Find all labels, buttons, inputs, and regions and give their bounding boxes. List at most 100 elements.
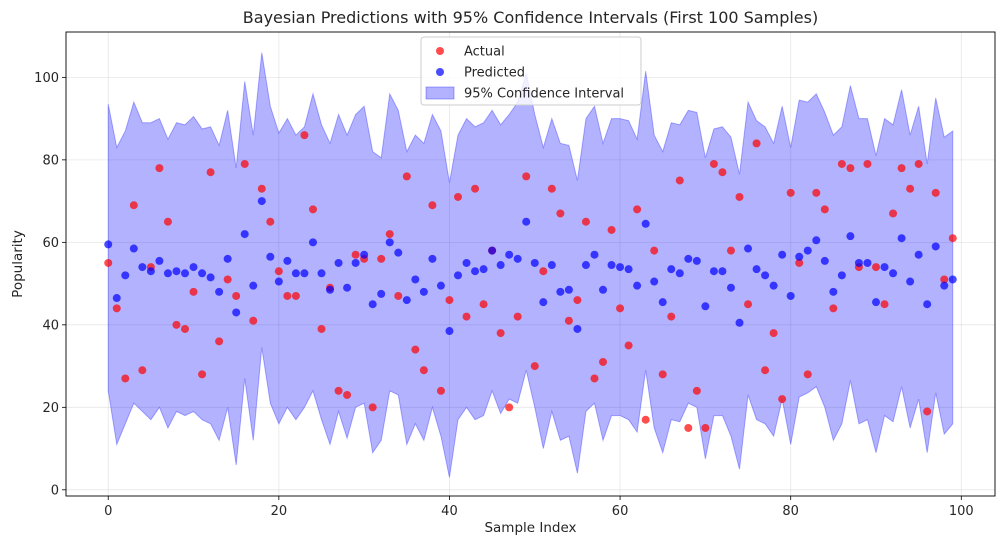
predicted-point — [394, 248, 403, 257]
predicted-point — [172, 267, 181, 276]
predicted-point — [334, 258, 343, 267]
actual-point — [300, 131, 309, 140]
predicted-point — [692, 256, 701, 265]
actual-point — [351, 250, 360, 259]
predicted-point — [564, 285, 573, 294]
actual-point — [198, 370, 207, 379]
predicted-point — [846, 232, 855, 241]
predicted-point — [547, 261, 556, 270]
actual-point — [172, 320, 181, 329]
actual-point — [377, 254, 386, 263]
actual-point — [701, 423, 710, 432]
predicted-point — [453, 271, 462, 280]
actual-point — [872, 263, 880, 272]
predicted-point — [155, 256, 164, 265]
actual-point — [795, 258, 804, 267]
predicted-point — [889, 269, 898, 278]
actual-point — [530, 362, 539, 371]
actual-point — [906, 184, 915, 193]
actual-point — [402, 172, 411, 181]
actual-point — [940, 275, 949, 284]
y-axis-label: Popularity — [10, 230, 26, 298]
x-tick-label: 40 — [441, 504, 458, 519]
legend-marker — [436, 47, 444, 55]
predicted-point — [761, 271, 770, 280]
actual-point — [479, 300, 488, 309]
confidence-interval-band — [107, 52, 954, 478]
predicted-point — [479, 265, 488, 274]
predicted-point — [837, 271, 846, 280]
predicted-point — [496, 261, 505, 270]
predicted-point — [181, 269, 189, 278]
predicted-point — [283, 256, 292, 265]
actual-point — [846, 164, 855, 173]
predicted-point — [573, 324, 582, 333]
actual-point — [189, 287, 198, 296]
predicted-point — [112, 294, 121, 303]
predicted-point — [650, 277, 659, 286]
actual-point — [317, 324, 326, 333]
y-tick-label: 100 — [34, 71, 59, 86]
legend-box — [420, 36, 642, 106]
actual-point — [334, 386, 343, 395]
actual-point — [923, 407, 932, 416]
predicted-point — [795, 252, 804, 261]
predicted-point — [300, 269, 309, 278]
predicted-point — [675, 269, 684, 278]
actual-point — [163, 217, 172, 226]
predicted-point — [709, 267, 718, 276]
predicted-point — [718, 267, 727, 276]
legend-label: Actual — [464, 45, 505, 60]
actual-point — [368, 403, 377, 412]
predicted-point — [326, 285, 335, 294]
actual-point — [445, 296, 454, 305]
actual-point — [462, 312, 471, 321]
actual-point — [522, 172, 531, 181]
predicted-point — [138, 263, 147, 272]
predicted-point — [368, 300, 377, 309]
predicted-point — [684, 254, 693, 263]
y-tick-label: 60 — [42, 236, 59, 251]
predicted-point — [462, 258, 471, 267]
predicted-point — [351, 258, 360, 267]
predicted-point — [360, 250, 369, 259]
legend: Actual Predicted 95% Confidence Interval — [420, 36, 642, 106]
actual-point — [453, 192, 462, 201]
actual-point — [547, 184, 556, 193]
actual-point — [564, 316, 573, 325]
actual-point — [436, 386, 445, 395]
actual-point — [726, 246, 735, 255]
predicted-point — [206, 273, 215, 282]
actual-point — [581, 217, 590, 226]
actual-point — [812, 188, 821, 197]
predicted-point — [923, 300, 932, 309]
predicted-point — [658, 298, 667, 307]
predicted-point — [607, 261, 616, 270]
predicted-point — [581, 261, 590, 270]
predicted-point — [343, 283, 352, 292]
actual-point — [880, 300, 889, 309]
actual-point — [155, 164, 164, 173]
actual-point — [249, 316, 258, 325]
actual-point — [539, 267, 548, 276]
predicted-point — [931, 242, 940, 251]
x-axis-label: Sample Index — [484, 520, 576, 536]
legend-label: Predicted — [464, 66, 525, 81]
predicted-point — [667, 265, 676, 274]
predicted-point — [274, 277, 283, 286]
actual-point — [820, 205, 829, 214]
grid — [66, 32, 995, 496]
actual-point — [897, 164, 906, 173]
x-tick-label: 80 — [782, 504, 799, 519]
predicted-point — [726, 283, 735, 292]
predicted-point — [872, 298, 880, 307]
predicted-point — [616, 263, 625, 272]
predicted-point — [121, 271, 130, 280]
predicted-point — [820, 256, 829, 265]
predicted-point — [257, 197, 266, 206]
actual-point — [573, 296, 582, 305]
predicted-point — [385, 238, 394, 247]
actual-point — [505, 403, 514, 412]
actual-point — [889, 209, 898, 218]
predicted-point — [198, 269, 207, 278]
